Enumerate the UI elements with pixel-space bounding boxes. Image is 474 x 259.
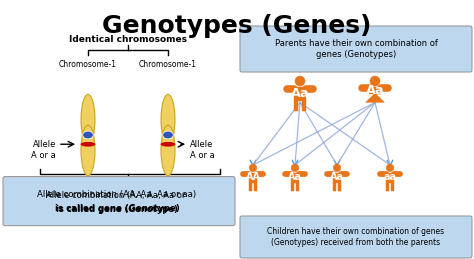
Ellipse shape — [83, 131, 93, 139]
Circle shape — [295, 76, 305, 86]
Text: is called gene (Genotype): is called gene (Genotype) — [55, 204, 179, 213]
FancyBboxPatch shape — [296, 183, 300, 191]
Text: Identical chromosomes: Identical chromosomes — [69, 35, 187, 44]
Ellipse shape — [161, 94, 175, 145]
FancyBboxPatch shape — [294, 100, 298, 111]
Ellipse shape — [161, 125, 175, 176]
Text: Aa: Aa — [365, 84, 384, 97]
Ellipse shape — [81, 142, 95, 146]
Text: Parents have their own combination of
genes (Genotypes): Parents have their own combination of ge… — [274, 39, 438, 59]
FancyBboxPatch shape — [385, 183, 389, 191]
Ellipse shape — [163, 131, 173, 139]
Text: Allele combination (AA, Aa, Aa or aa): Allele combination (AA, Aa, Aa or aa) — [37, 190, 197, 199]
Text: Aa: Aa — [291, 87, 310, 100]
Text: Aa: Aa — [330, 172, 344, 182]
Text: Chromosome-1: Chromosome-1 — [59, 60, 117, 69]
Circle shape — [291, 164, 299, 172]
FancyBboxPatch shape — [333, 173, 341, 183]
FancyBboxPatch shape — [391, 183, 394, 191]
FancyBboxPatch shape — [338, 183, 341, 191]
Circle shape — [370, 76, 380, 86]
Text: Aa: Aa — [288, 172, 302, 182]
FancyBboxPatch shape — [240, 26, 472, 72]
Text: Children have their own combination of genes
(Genotypes) received from both the : Children have their own combination of g… — [267, 227, 445, 247]
Text: Allele
A or a: Allele A or a — [190, 140, 215, 160]
FancyBboxPatch shape — [333, 183, 336, 191]
Text: aa: aa — [383, 172, 396, 182]
FancyBboxPatch shape — [291, 173, 300, 183]
Polygon shape — [365, 93, 384, 102]
Circle shape — [386, 164, 394, 172]
FancyBboxPatch shape — [240, 216, 472, 258]
Ellipse shape — [81, 94, 95, 145]
FancyBboxPatch shape — [369, 87, 381, 95]
FancyBboxPatch shape — [254, 183, 257, 191]
Text: AA: AA — [246, 172, 261, 182]
FancyBboxPatch shape — [294, 87, 306, 100]
Text: Allele
A or a: Allele A or a — [31, 140, 56, 160]
Text: Allele combination (AA, Aa, Aa or: Allele combination (AA, Aa, Aa or — [46, 191, 188, 200]
FancyBboxPatch shape — [385, 173, 394, 183]
Circle shape — [333, 164, 341, 172]
FancyBboxPatch shape — [248, 173, 257, 183]
Ellipse shape — [81, 125, 95, 176]
Circle shape — [249, 164, 257, 172]
Ellipse shape — [161, 142, 175, 146]
FancyBboxPatch shape — [291, 183, 294, 191]
Text: Chromosome-1: Chromosome-1 — [139, 60, 197, 69]
FancyBboxPatch shape — [301, 100, 306, 111]
FancyBboxPatch shape — [3, 177, 235, 226]
FancyBboxPatch shape — [248, 183, 252, 191]
Text: Genotypes (Genes): Genotypes (Genes) — [102, 14, 372, 38]
Text: is called gene (Genotype): is called gene (Genotype) — [56, 205, 178, 214]
